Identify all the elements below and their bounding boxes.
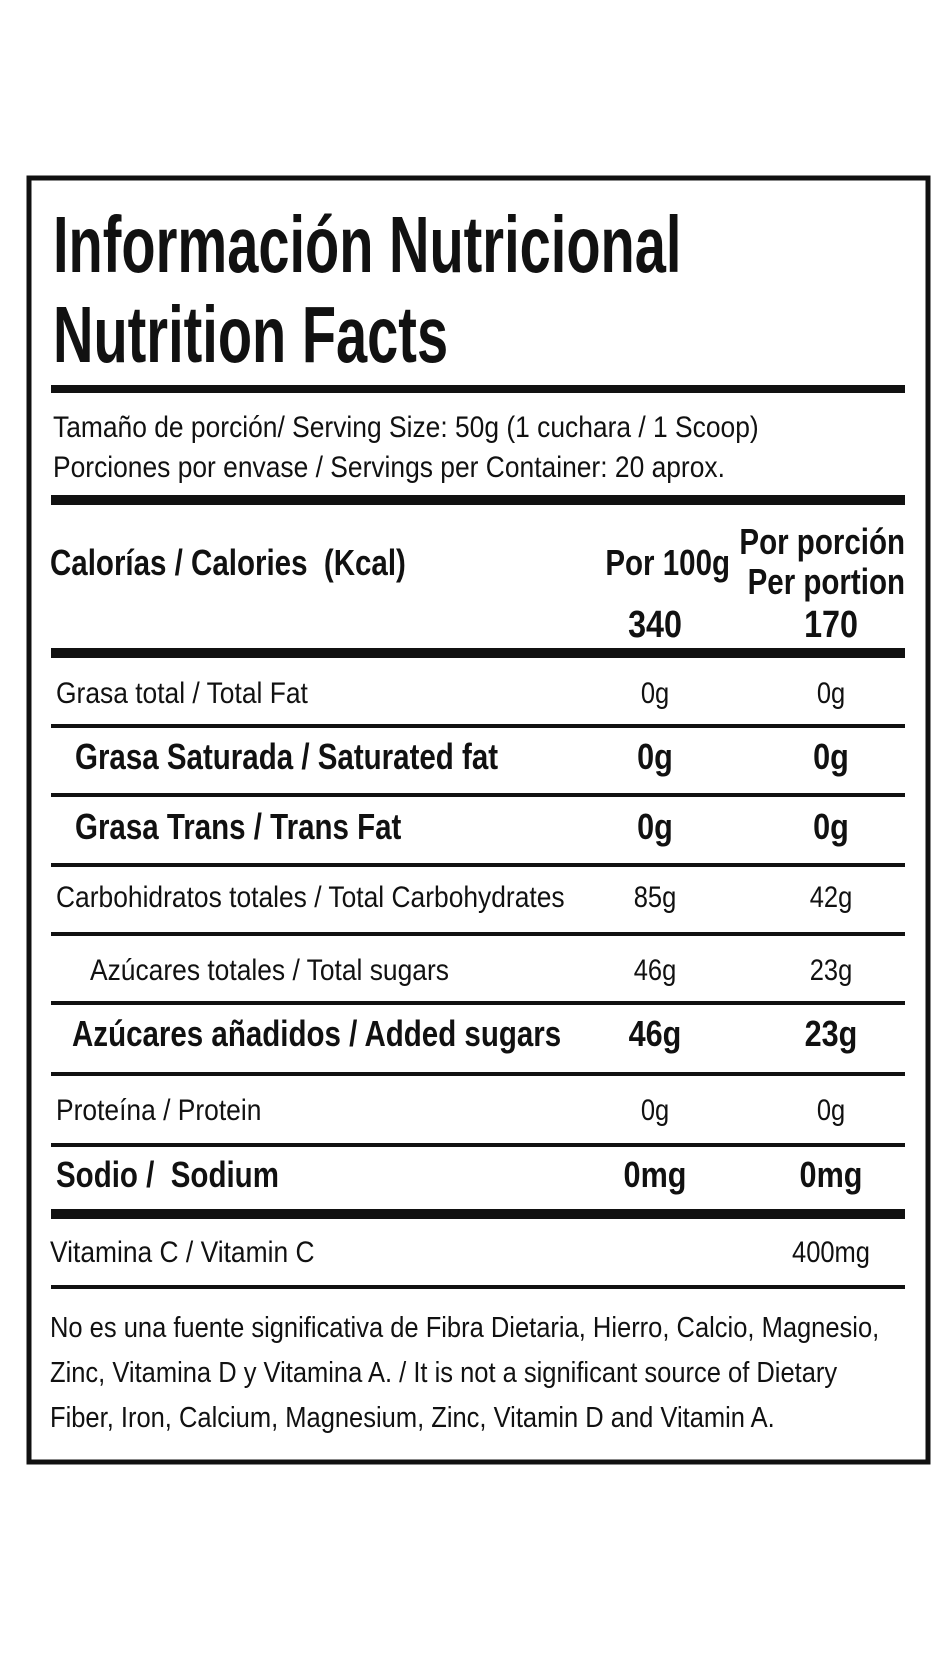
divider <box>51 1072 905 1076</box>
nutrient-label: Grasa Saturada / Saturated fat <box>75 736 498 776</box>
divider <box>51 1001 905 1005</box>
nutrient-label: Grasa Trans / Trans Fat <box>75 806 401 846</box>
nutrient-label: Sodio / Sodium <box>56 1154 279 1194</box>
nutrient-label: Carbohidratos totales / Total Carbohydra… <box>56 879 565 913</box>
title: Nutrition Facts <box>53 289 448 379</box>
calories-value: 170 <box>804 604 858 646</box>
nutrient-per-portion: 400mg <box>792 1235 870 1268</box>
nutrient-label: Grasa total / Total Fat <box>56 675 308 709</box>
calories-label: Calorías / Calories (Kcal) <box>50 542 406 582</box>
column-header: Per portion <box>748 561 905 601</box>
nutrient-per-portion: 0g <box>817 1093 845 1126</box>
divider <box>51 1285 905 1289</box>
divider <box>51 793 905 797</box>
nutrient-per-100g: 46g <box>629 1015 682 1055</box>
nutrient-per-100g: 0mg <box>624 1156 687 1196</box>
nutrient-per-portion: 0g <box>817 676 845 709</box>
nutrient-per-100g: 0g <box>637 738 673 778</box>
nutrient-label: Proteína / Protein <box>56 1092 261 1126</box>
divider <box>51 932 905 936</box>
nutrient-per-100g: 46g <box>634 953 677 986</box>
title: Información Nutricional <box>53 199 681 289</box>
nutrient-per-portion: 0g <box>813 738 849 778</box>
column-header: Por porción <box>739 521 905 561</box>
servings-per-container: Porciones por envase / Servings per Cont… <box>53 449 725 483</box>
nutrient-per-100g: 0g <box>637 808 673 848</box>
divider <box>51 863 905 867</box>
nutrient-per-100g: 0g <box>641 1093 669 1126</box>
nutrient-per-portion: 23g <box>810 953 853 986</box>
nutrient-per-portion: 0g <box>813 808 849 848</box>
divider <box>51 495 905 505</box>
column-header: Por 100g <box>605 542 730 582</box>
nutrient-per-100g: 0g <box>641 676 669 709</box>
divider <box>51 1143 905 1147</box>
nutrient-per-100g: 85g <box>634 880 677 913</box>
nutrient-per-portion: 42g <box>810 880 853 913</box>
label-border <box>26 175 931 1465</box>
nutrient-label: Azúcares añadidos / Added sugars <box>72 1013 561 1053</box>
divider <box>51 1209 905 1219</box>
divider <box>51 724 905 728</box>
calories-value: 340 <box>628 604 682 646</box>
serving-size: Tamaño de porción/ Serving Size: 50g (1 … <box>53 409 759 443</box>
nutrient-per-portion: 0mg <box>800 1156 863 1196</box>
nutrient-per-portion: 23g <box>805 1015 858 1055</box>
divider <box>51 648 905 658</box>
footnote: No es una fuente significativa de Fibra … <box>50 1310 879 1343</box>
footnote: Fiber, Iron, Calcium, Magnesium, Zinc, V… <box>50 1400 775 1433</box>
footnote: Zinc, Vitamina D y Vitamina A. / It is n… <box>50 1355 837 1388</box>
divider <box>51 385 905 393</box>
nutrient-label: Azúcares totales / Total sugars <box>90 952 449 986</box>
nutrient-label: Vitamina C / Vitamin C <box>50 1234 315 1268</box>
